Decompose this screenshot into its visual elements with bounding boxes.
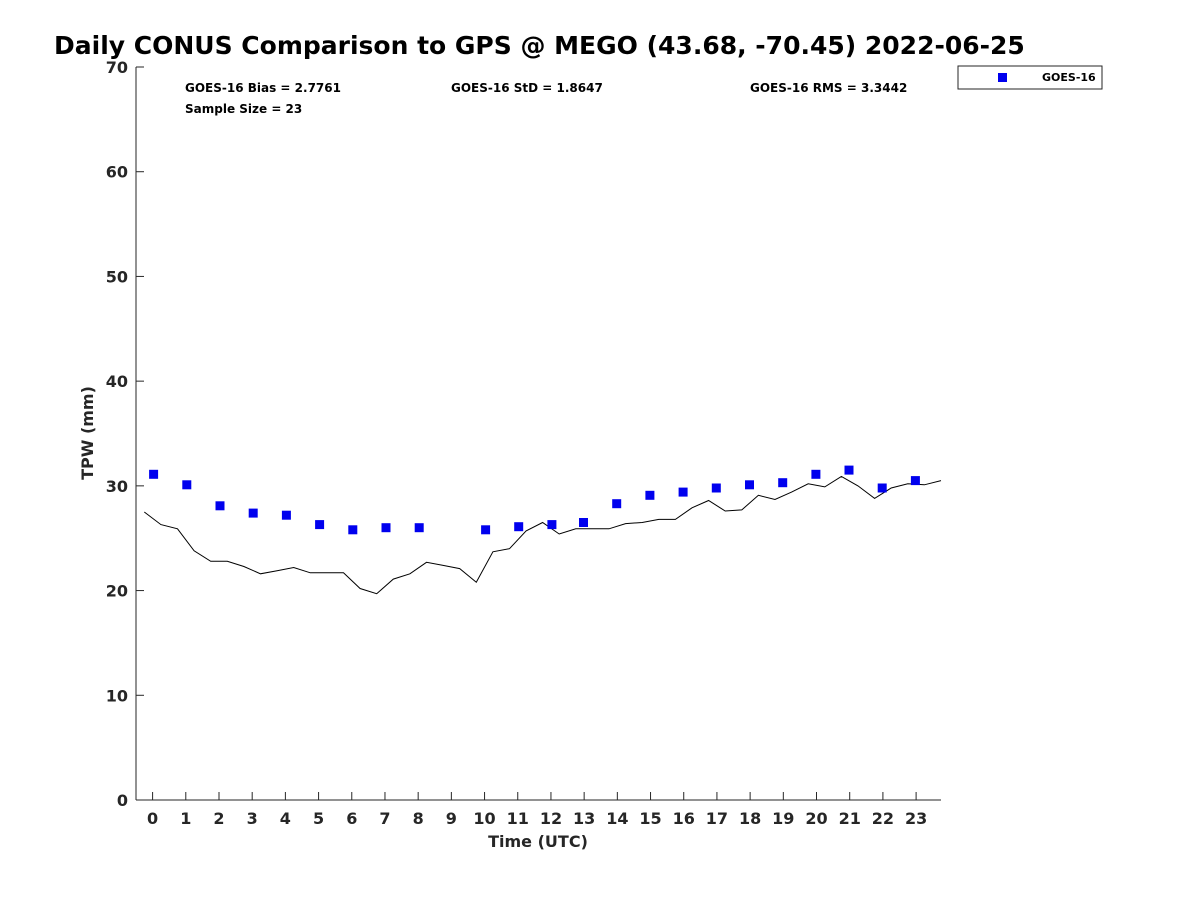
x-tick-label: 21: [839, 809, 861, 828]
gps-line: [143, 475, 942, 595]
y-tick-label: 20: [106, 582, 128, 601]
x-tick-label: 13: [573, 809, 595, 828]
goes16-point: [182, 480, 192, 490]
x-tick-label: 5: [313, 809, 324, 828]
legend-box: [957, 65, 1103, 90]
x-tick-label: 14: [606, 809, 628, 828]
x-tick-label: 2: [213, 809, 224, 828]
goes16-point: [547, 520, 557, 530]
goes16-point: [711, 483, 721, 493]
y-tick-label: 30: [106, 477, 128, 496]
x-axis-label: Time (UTC): [488, 832, 588, 851]
x-tick-label: 18: [739, 809, 761, 828]
goes16-point: [811, 469, 821, 479]
y-tick-label: 10: [106, 686, 128, 705]
x-tick-label: 12: [540, 809, 562, 828]
goes16-point: [348, 525, 358, 535]
goes16-series-points: [149, 465, 920, 535]
x-tick-label: 16: [673, 809, 695, 828]
goes16-point: [612, 499, 622, 509]
goes16-point: [248, 508, 258, 518]
x-tick-label: 19: [772, 809, 794, 828]
goes16-point: [315, 520, 325, 530]
goes16-point: [745, 480, 754, 490]
y-tick-label: 60: [106, 163, 128, 182]
y-tick-label: 70: [106, 58, 128, 77]
chart-title: Daily CONUS Comparison to GPS @ MEGO (43…: [54, 31, 1025, 60]
x-tick-label: 17: [706, 809, 728, 828]
y-tick-label: 0: [117, 791, 128, 810]
std-stat: GOES-16 StD = 1.8647: [451, 81, 603, 95]
gps-series-line: [143, 475, 942, 595]
sample-size-stat: Sample Size = 23: [185, 102, 302, 116]
y-axis-ticks: 0 10 20 30 40 50 60 70: [106, 58, 144, 810]
y-tick-label: 50: [106, 267, 128, 286]
x-tick-label: 15: [639, 809, 661, 828]
legend-label: GOES-16: [1042, 71, 1096, 84]
x-tick-label: 1: [180, 809, 191, 828]
x-axis-ticks: 0 1 2 3 4 5 6 7 8 9 10 11 12 13 14 15 16 17 18 19 20 21 22 23: [147, 792, 927, 828]
x-tick-label: 3: [247, 809, 258, 828]
goes16-point: [778, 478, 788, 488]
goes16-point: [579, 518, 588, 527]
goes16-point: [481, 525, 491, 535]
goes16-point: [381, 523, 391, 533]
goes16-point: [281, 510, 291, 520]
goes16-point: [678, 487, 688, 497]
goes16-point: [215, 501, 225, 511]
goes16-point: [844, 465, 854, 475]
x-tick-label: 4: [280, 809, 291, 828]
x-tick-label: 22: [872, 809, 894, 828]
goes16-point: [645, 490, 655, 500]
goes16-point: [414, 523, 424, 533]
x-tick-label: 20: [805, 809, 827, 828]
y-axis-label: TPW (mm): [78, 386, 97, 480]
x-tick-label: 0: [147, 809, 158, 828]
goes16-point: [149, 469, 159, 479]
legend: GOES-16: [957, 65, 1103, 90]
goes16-point: [910, 476, 920, 486]
x-tick-label: 6: [346, 809, 357, 828]
goes16-point: [514, 522, 524, 532]
x-tick-label: 23: [905, 809, 927, 828]
rms-stat: GOES-16 RMS = 3.3442: [750, 81, 907, 95]
x-tick-label: 11: [507, 809, 529, 828]
x-tick-label: 7: [379, 809, 390, 828]
legend-marker: [998, 73, 1007, 82]
x-tick-label: 8: [413, 809, 424, 828]
bias-stat: GOES-16 Bias = 2.7761: [185, 81, 341, 95]
goes16-point: [877, 483, 887, 493]
x-tick-label: 10: [473, 809, 495, 828]
x-tick-label: 9: [446, 809, 457, 828]
y-tick-label: 40: [106, 372, 128, 391]
